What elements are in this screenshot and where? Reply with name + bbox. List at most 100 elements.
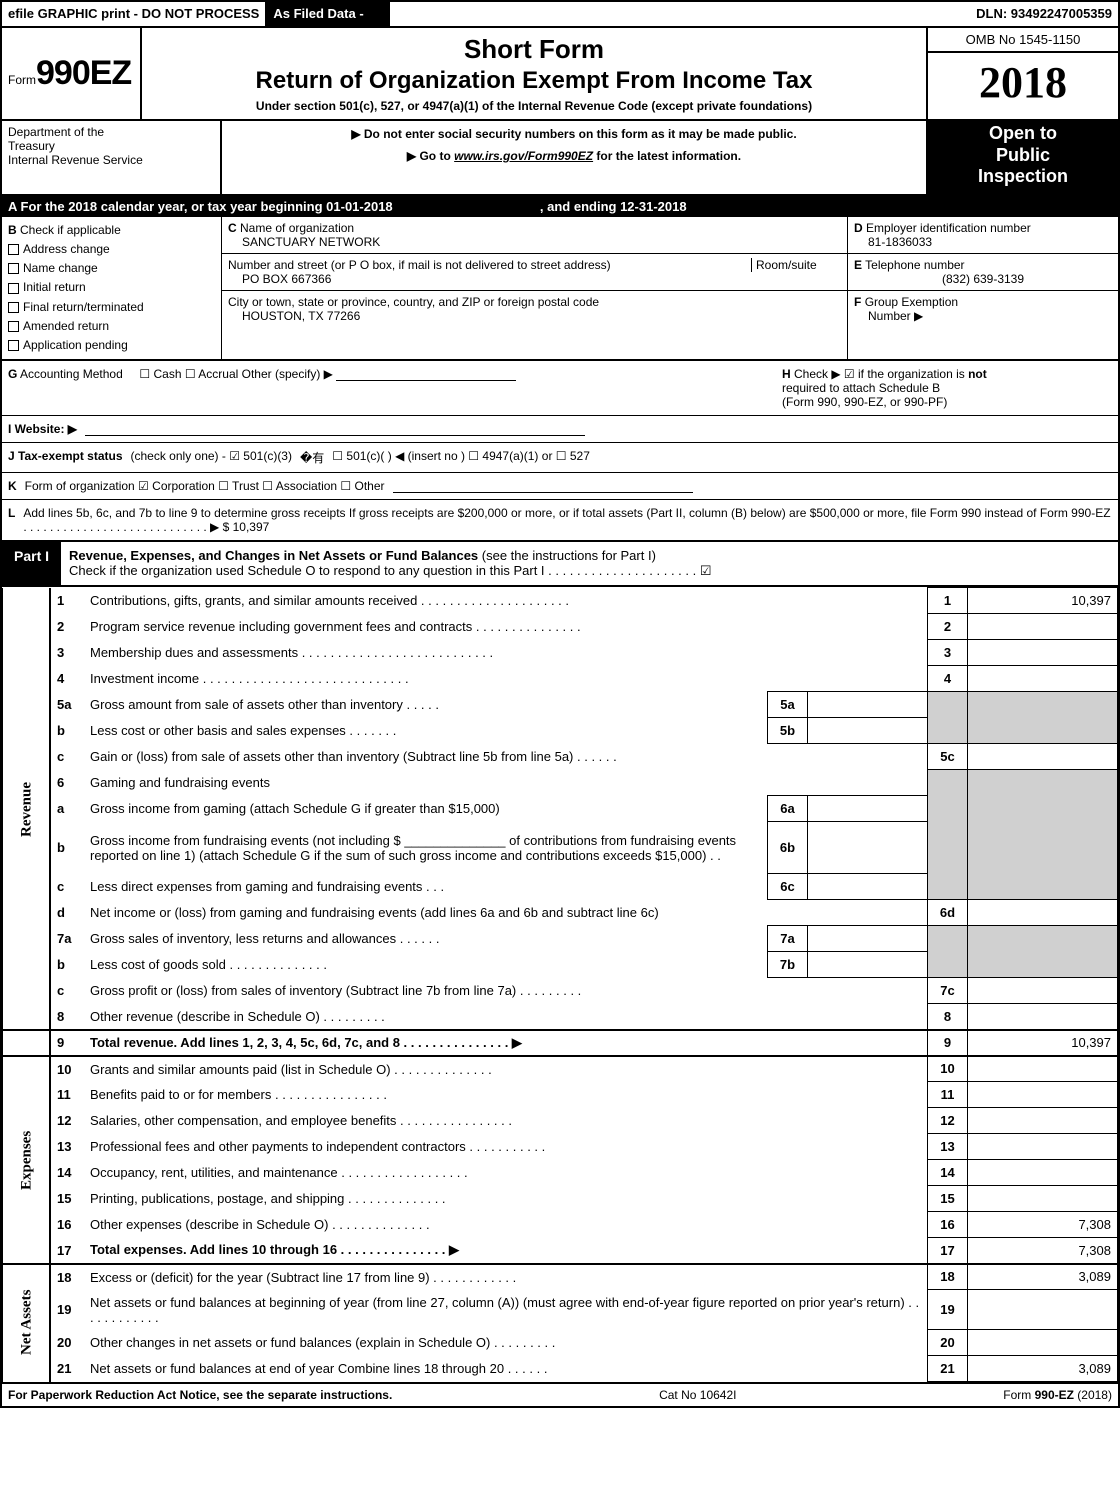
line-20: 20 Other changes in net assets or fund b… bbox=[3, 1330, 1118, 1356]
c-name-cell: C Name of organization SANCTUARY NETWORK bbox=[222, 217, 847, 254]
l5a-sub: 5a bbox=[768, 692, 808, 718]
l9-box: 9 bbox=[928, 1030, 968, 1056]
line-9: 9 Total revenue. Add lines 1, 2, 3, 4, 5… bbox=[3, 1030, 1118, 1056]
l13-box: 13 bbox=[928, 1134, 968, 1160]
c-city-cell: City or town, state or province, country… bbox=[222, 291, 847, 327]
shade-6-amt bbox=[968, 770, 1118, 900]
i-website-slot[interactable] bbox=[85, 422, 585, 436]
form-title-box: Short Form Return of Organization Exempt… bbox=[142, 28, 928, 119]
l6d-box: 6d bbox=[928, 900, 968, 926]
l15-num: 15 bbox=[50, 1186, 84, 1212]
col-c: C Name of organization SANCTUARY NETWORK… bbox=[222, 217, 848, 359]
l20-amt bbox=[968, 1330, 1118, 1356]
c-label: C bbox=[228, 221, 237, 235]
l13-amt bbox=[968, 1134, 1118, 1160]
shade-6 bbox=[928, 770, 968, 900]
l7c-box: 7c bbox=[928, 978, 968, 1004]
l5b-sub: 5b bbox=[768, 718, 808, 744]
l6b-desc: Gross income from fundraising events (no… bbox=[84, 822, 768, 874]
l19-amt bbox=[968, 1290, 1118, 1330]
e-val: (832) 639-3139 bbox=[854, 272, 1112, 286]
cb-application-pending[interactable] bbox=[8, 340, 19, 351]
h-not: not bbox=[968, 367, 987, 381]
d-val: 81-1836033 bbox=[854, 235, 932, 249]
l17-desc-b: Total expenses. Add lines 10 through 16 … bbox=[90, 1242, 459, 1257]
l18-amt: 3,089 bbox=[968, 1264, 1118, 1290]
shade-5-amt bbox=[968, 692, 1118, 744]
row-l: L Add lines 5b, 6c, and 7b to line 9 to … bbox=[2, 500, 1118, 540]
cb-final-return[interactable] bbox=[8, 302, 19, 313]
cb-address-change[interactable] bbox=[8, 244, 19, 255]
l6d-amt bbox=[968, 900, 1118, 926]
under-section-text: Under section 501(c), 527, or 4947(a)(1)… bbox=[152, 99, 916, 113]
c-room-lbl: Room/suite bbox=[756, 258, 817, 272]
short-form-title: Short Form bbox=[152, 34, 916, 65]
line-5a: 5a Gross amount from sale of assets othe… bbox=[3, 692, 1118, 718]
b-item-2: Initial return bbox=[23, 280, 86, 294]
instr-goto-post: for the latest information. bbox=[593, 149, 741, 163]
line-14: 14 Occupancy, rent, utilities, and maint… bbox=[3, 1160, 1118, 1186]
l16-num: 16 bbox=[50, 1212, 84, 1238]
line-a: A For the 2018 calendar year, or tax yea… bbox=[2, 196, 1118, 217]
b-label: B bbox=[8, 223, 17, 237]
l18-box: 18 bbox=[928, 1264, 968, 1290]
l6a-num: a bbox=[50, 796, 84, 822]
l5b-subval bbox=[808, 718, 928, 744]
footer-right-b: 990-EZ bbox=[1035, 1388, 1074, 1402]
row-i: I Website: ▶ bbox=[2, 416, 1118, 443]
l8-num: 8 bbox=[50, 1004, 84, 1030]
l4-box: 4 bbox=[928, 666, 968, 692]
l5b-desc: Less cost or other basis and sales expen… bbox=[84, 718, 768, 744]
l1-desc: Contributions, gifts, grants, and simila… bbox=[84, 588, 928, 614]
l12-num: 12 bbox=[50, 1108, 84, 1134]
l11-num: 11 bbox=[50, 1082, 84, 1108]
l6c-desc: Less direct expenses from gaming and fun… bbox=[84, 874, 768, 900]
h-text3: (Form 990, 990-EZ, or 990-PF) bbox=[782, 395, 947, 409]
l5c-box: 5c bbox=[928, 744, 968, 770]
c-addr-cell: Number and street (or P O box, if mail i… bbox=[222, 254, 847, 291]
l2-amt bbox=[968, 614, 1118, 640]
k-other-slot[interactable] bbox=[393, 479, 693, 493]
cb-initial-return[interactable] bbox=[8, 283, 19, 294]
g-other-slot[interactable] bbox=[336, 367, 516, 381]
l7b-subval bbox=[808, 952, 928, 978]
b-item-4: Amended return bbox=[23, 319, 109, 333]
line-15: 15 Printing, publications, postage, and … bbox=[3, 1186, 1118, 1212]
j-help-icon[interactable]: �有 bbox=[300, 449, 324, 466]
cb-name-change[interactable] bbox=[8, 263, 19, 274]
b-item-3: Final return/terminated bbox=[23, 300, 144, 314]
l6d-desc: Net income or (loss) from gaming and fun… bbox=[84, 900, 928, 926]
col-b: B Check if applicable Address change Nam… bbox=[2, 217, 222, 359]
line-16: 16 Other expenses (describe in Schedule … bbox=[3, 1212, 1118, 1238]
l6b-subval bbox=[808, 822, 928, 874]
l7c-amt bbox=[968, 978, 1118, 1004]
g-opts: ☐ Cash ☐ Accrual Other (specify) ▶ bbox=[139, 367, 332, 381]
l7a-sub: 7a bbox=[768, 926, 808, 952]
part-1-tag: Part I bbox=[2, 542, 61, 585]
l20-desc: Other changes in net assets or fund bala… bbox=[84, 1330, 928, 1356]
cb-amended-return[interactable] bbox=[8, 321, 19, 332]
open-public-box: Open to Public Inspection bbox=[928, 121, 1118, 194]
instr-goto-pre: ▶ Go to bbox=[407, 149, 454, 163]
l13-desc: Professional fees and other payments to … bbox=[84, 1134, 928, 1160]
l18-desc: Excess or (deficit) for the year (Subtra… bbox=[84, 1264, 928, 1290]
l6c-sub: 6c bbox=[768, 874, 808, 900]
g-label: G bbox=[8, 367, 17, 381]
l10-amt bbox=[968, 1056, 1118, 1082]
line-5c: c Gain or (loss) from sale of assets oth… bbox=[3, 744, 1118, 770]
l7b-num: b bbox=[50, 952, 84, 978]
l14-desc: Occupancy, rent, utilities, and maintena… bbox=[84, 1160, 928, 1186]
e-cell: E Telephone number (832) 639-3139 bbox=[848, 254, 1118, 291]
k-label: K bbox=[8, 479, 17, 493]
d-cell: D Employer identification number 81-1836… bbox=[848, 217, 1118, 254]
side-netassets: Net Assets bbox=[3, 1264, 51, 1382]
f-lbl: Group Exemption bbox=[865, 295, 958, 309]
l12-amt bbox=[968, 1108, 1118, 1134]
l3-amt bbox=[968, 640, 1118, 666]
f-lbl2: Number ▶ bbox=[854, 309, 923, 323]
l3-desc: Membership dues and assessments . . . . … bbox=[84, 640, 928, 666]
dept-line1: Department of the bbox=[8, 125, 214, 139]
l6a-sub: 6a bbox=[768, 796, 808, 822]
irs-link[interactable]: www.irs.gov/Form990EZ bbox=[454, 149, 593, 163]
row-j: J Tax-exempt status (check only one) - ☑… bbox=[2, 443, 1118, 473]
